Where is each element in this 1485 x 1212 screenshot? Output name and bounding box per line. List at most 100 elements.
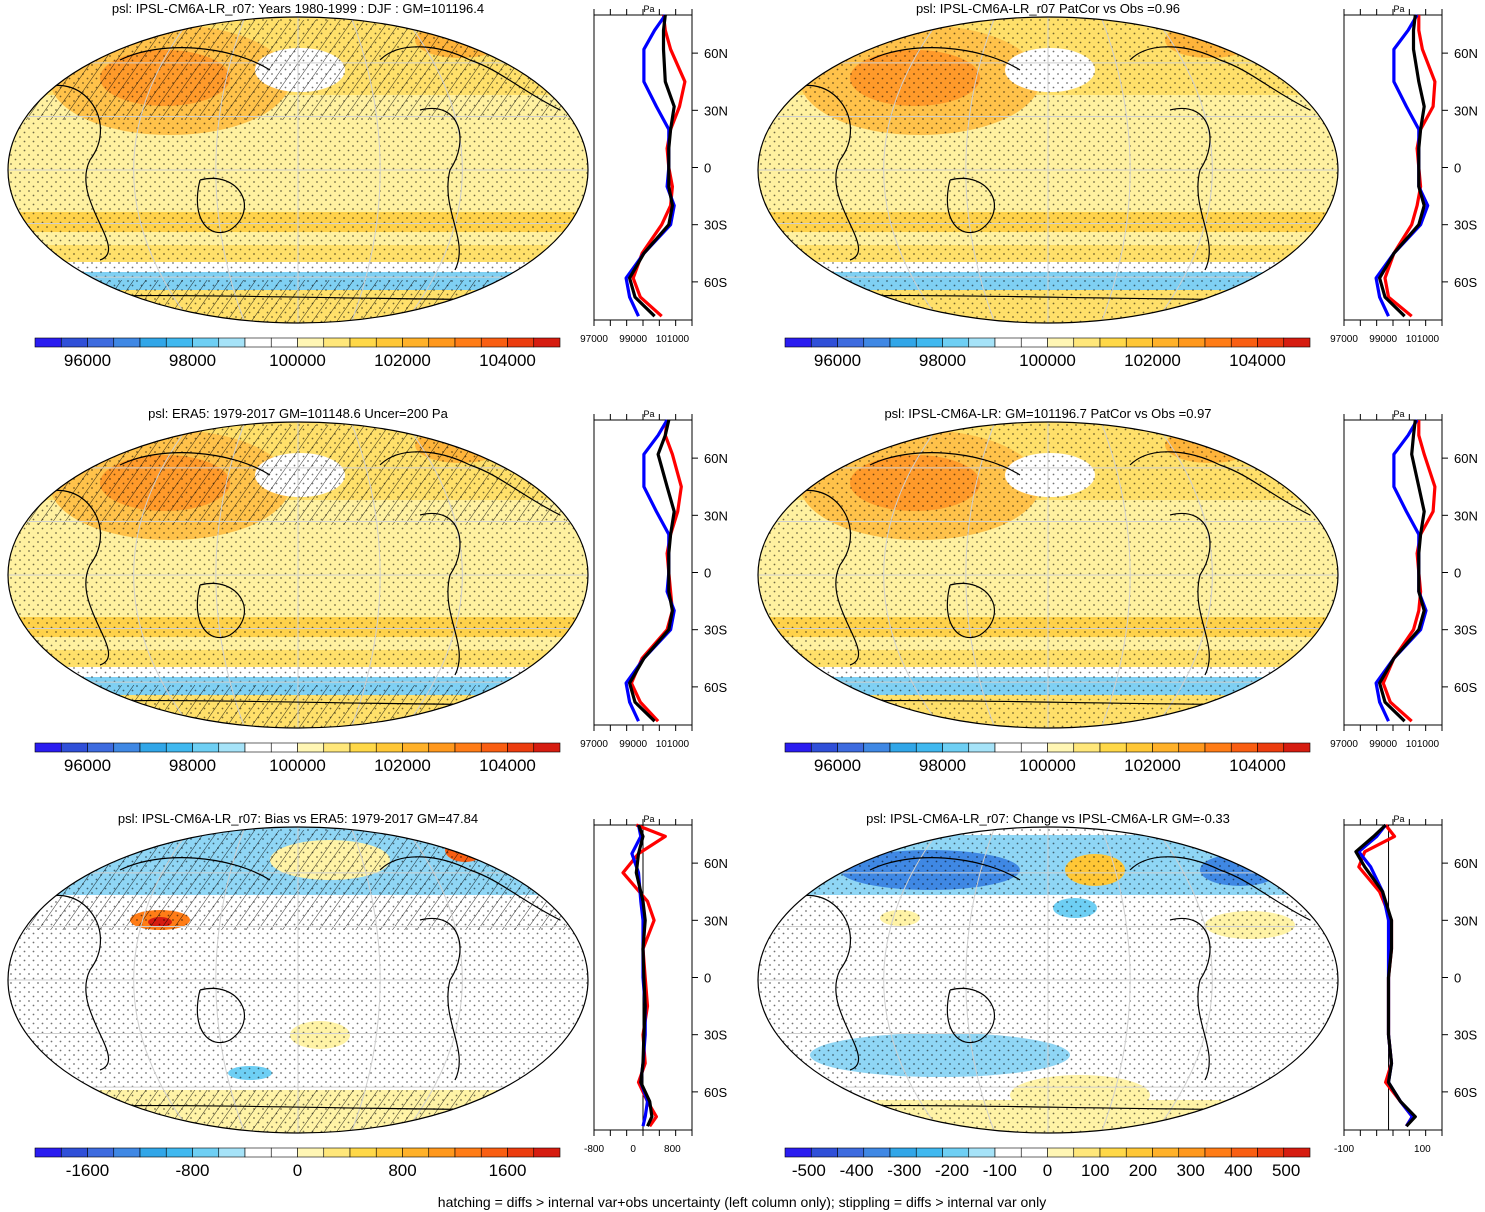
profile-line-black bbox=[634, 824, 654, 1127]
colorbar-label: -300 bbox=[887, 1161, 921, 1180]
colorbar-swatch bbox=[942, 337, 970, 348]
profile-tick-label: -800 bbox=[584, 1144, 604, 1155]
panel-p1: psl: IPSL-CM6A-LR_r07: Years 1980-1999 :… bbox=[7, 1, 728, 370]
colorbar-swatch bbox=[323, 742, 351, 753]
lat-label: 30S bbox=[704, 623, 727, 638]
lat-label: 30S bbox=[1454, 623, 1477, 638]
colorbar-swatch bbox=[533, 742, 561, 753]
map-field bbox=[758, 827, 1338, 1133]
colorbar-swatch bbox=[1099, 337, 1127, 348]
colorbar-swatch bbox=[34, 337, 62, 348]
panel-title: psl: IPSL-CM6A-LR_r07 PatCor vs Obs =0.9… bbox=[916, 1, 1180, 16]
colorbar-label: 102000 bbox=[1124, 351, 1181, 370]
colorbar-swatch bbox=[1178, 742, 1206, 753]
profile-tick-label: 97000 bbox=[1330, 334, 1358, 345]
colorbar-label: 100000 bbox=[1019, 351, 1076, 370]
colorbar-swatch bbox=[1047, 1147, 1075, 1158]
map-outline bbox=[757, 16, 1339, 324]
colorbar-label: 100 bbox=[1081, 1161, 1109, 1180]
profile-unit: Pa bbox=[643, 409, 654, 419]
colorbar-label: -800 bbox=[175, 1161, 209, 1180]
colorbar-label: 98000 bbox=[919, 351, 966, 370]
lat-label: 60S bbox=[704, 275, 727, 290]
lat-label: 30S bbox=[704, 218, 727, 233]
lat-label: 30N bbox=[704, 508, 728, 523]
colorbar-swatch bbox=[87, 1147, 115, 1158]
colorbar-swatch bbox=[1257, 337, 1285, 348]
profile-tick-label: 97000 bbox=[580, 334, 608, 345]
colorbar-swatch bbox=[968, 742, 996, 753]
colorbar-swatch bbox=[784, 1147, 812, 1158]
lat-label: 0 bbox=[704, 161, 711, 176]
lat-label: 0 bbox=[1454, 971, 1461, 986]
profile-line-black bbox=[1354, 823, 1417, 1128]
colorbar-swatch bbox=[139, 337, 167, 348]
profile-unit: Pa bbox=[643, 814, 654, 824]
lat-label: 0 bbox=[1454, 566, 1461, 581]
colorbar-label: 100000 bbox=[269, 756, 326, 775]
colorbar-swatch bbox=[244, 337, 272, 348]
colorbar-swatch bbox=[244, 1147, 272, 1158]
profile-unit: Pa bbox=[1393, 409, 1404, 419]
profile-tick-label: 101000 bbox=[656, 739, 690, 750]
lat-label: 0 bbox=[1454, 161, 1461, 176]
zonal-profile: Pa 97000 99000 101000 60N 30N 0 30S 60S bbox=[580, 4, 728, 345]
colorbar-swatch bbox=[113, 742, 141, 753]
colorbar-swatch bbox=[1204, 742, 1232, 753]
colorbar-swatch bbox=[1020, 1147, 1048, 1158]
profile-tick-label: 99000 bbox=[619, 739, 647, 750]
colorbar-swatch bbox=[1230, 1147, 1258, 1158]
map-outline bbox=[7, 421, 589, 729]
zonal-profile: Pa 97000 99000 101000 60N 30N 0 30S 60S bbox=[1330, 409, 1478, 750]
colorbar: 96000 98000 100000 102000 104000 bbox=[34, 742, 561, 775]
colorbar-label: 300 bbox=[1176, 1161, 1204, 1180]
panel-p4: psl: IPSL-CM6A-LR: GM=101196.7 PatCor vs… bbox=[757, 406, 1478, 775]
colorbar-label: 104000 bbox=[479, 756, 536, 775]
colorbar-swatch bbox=[454, 337, 482, 348]
zonal-profile: Pa -800 0 800 60N 30N 0 30S 60S bbox=[584, 814, 728, 1155]
colorbar-swatch bbox=[915, 337, 943, 348]
colorbar-swatch bbox=[375, 337, 403, 348]
colorbar: 96000 98000 100000 102000 104000 bbox=[784, 337, 1311, 370]
lat-label: 60S bbox=[1454, 275, 1477, 290]
panel-title: psl: IPSL-CM6A-LR_r07: Bias vs ERA5: 197… bbox=[118, 811, 478, 826]
colorbar-swatch bbox=[533, 1147, 561, 1158]
colorbar-swatch bbox=[810, 742, 838, 753]
colorbar-swatch bbox=[428, 337, 456, 348]
profile-tick-label: 101000 bbox=[1406, 334, 1440, 345]
lat-label: 60S bbox=[1454, 1085, 1477, 1100]
profile-line-black bbox=[1378, 14, 1426, 318]
colorbar-swatch bbox=[34, 742, 62, 753]
colorbar-swatch bbox=[1230, 337, 1258, 348]
profile-tick-label: 99000 bbox=[1369, 739, 1397, 750]
colorbar-swatch bbox=[1204, 337, 1232, 348]
colorbar-swatch bbox=[1152, 742, 1180, 753]
colorbar-swatch bbox=[1047, 337, 1075, 348]
colorbar-swatch bbox=[60, 1147, 88, 1158]
profile-unit: Pa bbox=[1393, 4, 1404, 14]
colorbar-swatch bbox=[863, 337, 891, 348]
colorbar-label: 96000 bbox=[64, 756, 111, 775]
colorbar-swatch bbox=[428, 742, 456, 753]
colorbar-swatch bbox=[1257, 742, 1285, 753]
colorbar-swatch bbox=[297, 742, 325, 753]
lat-label: 60N bbox=[1454, 451, 1478, 466]
colorbar-swatch bbox=[165, 1147, 193, 1158]
colorbar-swatch bbox=[270, 337, 298, 348]
profile-tick-label: 100 bbox=[1414, 1144, 1431, 1155]
map-outline bbox=[7, 826, 589, 1134]
colorbar-swatch bbox=[889, 742, 917, 753]
colorbar-swatch bbox=[1099, 742, 1127, 753]
colorbar-swatch bbox=[1152, 1147, 1180, 1158]
colorbar-swatch bbox=[60, 742, 88, 753]
lat-label: 60S bbox=[704, 1085, 727, 1100]
colorbar-swatch bbox=[454, 742, 482, 753]
colorbar-label: 0 bbox=[293, 1161, 302, 1180]
colorbar-label: -200 bbox=[935, 1161, 969, 1180]
colorbar-swatch bbox=[1178, 337, 1206, 348]
colorbar-swatch bbox=[1047, 742, 1075, 753]
zonal-profile: Pa -100 100 60N 30N 0 30S 60S bbox=[1334, 814, 1478, 1155]
colorbar-swatch bbox=[784, 742, 812, 753]
map-field bbox=[8, 827, 588, 1133]
colorbar-swatch bbox=[349, 742, 377, 753]
